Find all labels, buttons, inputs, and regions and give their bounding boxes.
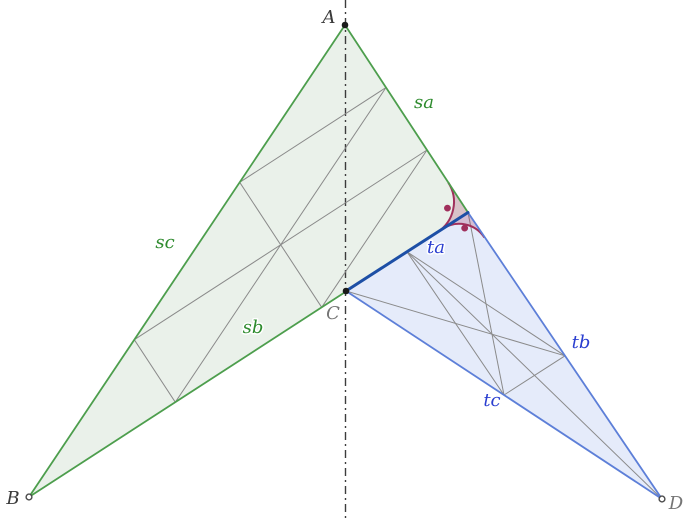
side-label-tb: tb <box>572 332 591 353</box>
point-A[interactable] <box>341 21 349 29</box>
edge-tb <box>467 211 663 500</box>
green-triangle <box>29 25 468 497</box>
side-label-tc: tc <box>483 390 500 411</box>
point-label-C: C <box>326 303 340 324</box>
side-label-ta: ta <box>427 237 445 258</box>
blue-triangle <box>346 212 662 499</box>
helper-line <box>321 149 428 308</box>
side-label-sc: sc <box>155 232 174 253</box>
point-D[interactable] <box>658 495 666 503</box>
helper-line <box>345 290 566 357</box>
angle-mark-upper-dot <box>444 204 451 212</box>
point-label-B: B <box>5 488 19 509</box>
helper-line <box>133 339 176 403</box>
point-label-D: D <box>668 493 684 514</box>
helper-line <box>467 212 505 396</box>
point-C[interactable] <box>342 287 350 295</box>
helper-line <box>239 182 323 308</box>
side-label-sa: sa <box>414 92 434 113</box>
edge-sc <box>28 24 346 498</box>
edge-ta <box>344 211 470 293</box>
edge-sa <box>344 24 469 214</box>
helper-line <box>239 87 387 183</box>
angle-mark-lower-dot <box>461 224 469 232</box>
helper-line <box>406 251 663 500</box>
point-B[interactable] <box>25 493 33 501</box>
side-label-sb: sb <box>243 317 264 338</box>
point-label-A: A <box>321 7 336 28</box>
edge-tc <box>345 290 663 500</box>
